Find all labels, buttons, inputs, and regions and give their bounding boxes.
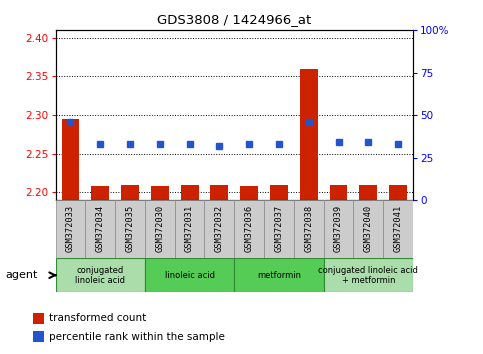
Bar bbox=[240, 186, 258, 200]
Text: conjugated
linoleic acid: conjugated linoleic acid bbox=[75, 266, 125, 285]
Text: GSM372041: GSM372041 bbox=[394, 205, 402, 252]
Bar bbox=[329, 185, 347, 200]
Text: GSM372032: GSM372032 bbox=[215, 205, 224, 252]
Text: GSM372033: GSM372033 bbox=[66, 205, 75, 252]
Text: GSM372038: GSM372038 bbox=[304, 205, 313, 252]
Bar bbox=[115, 200, 145, 258]
Text: GSM372034: GSM372034 bbox=[96, 205, 105, 252]
Text: metformin: metformin bbox=[257, 271, 301, 280]
Bar bbox=[211, 185, 228, 200]
Text: percentile rank within the sample: percentile rank within the sample bbox=[49, 332, 225, 342]
Bar bbox=[61, 119, 79, 200]
Bar bbox=[264, 200, 294, 258]
Bar bbox=[324, 258, 413, 292]
Bar bbox=[33, 313, 44, 324]
Title: GDS3808 / 1424966_at: GDS3808 / 1424966_at bbox=[157, 13, 312, 26]
Bar bbox=[91, 186, 109, 200]
Text: conjugated linoleic acid
+ metformin: conjugated linoleic acid + metformin bbox=[318, 266, 418, 285]
Bar bbox=[151, 186, 169, 200]
Bar bbox=[175, 200, 204, 258]
Bar bbox=[85, 200, 115, 258]
Text: GSM372030: GSM372030 bbox=[156, 205, 164, 252]
Bar bbox=[294, 200, 324, 258]
Bar bbox=[270, 184, 288, 200]
Bar bbox=[33, 331, 44, 342]
Bar bbox=[181, 185, 199, 200]
Bar bbox=[383, 200, 413, 258]
Bar bbox=[300, 69, 318, 200]
Bar bbox=[121, 184, 139, 200]
Text: GSM372035: GSM372035 bbox=[126, 205, 134, 252]
Text: linoleic acid: linoleic acid bbox=[165, 271, 214, 280]
Bar bbox=[145, 200, 175, 258]
Text: transformed count: transformed count bbox=[49, 313, 146, 323]
Bar bbox=[324, 200, 354, 258]
Bar bbox=[359, 184, 377, 200]
Bar bbox=[234, 200, 264, 258]
Text: agent: agent bbox=[6, 270, 38, 280]
Text: GSM372039: GSM372039 bbox=[334, 205, 343, 252]
Bar bbox=[389, 185, 407, 200]
Bar bbox=[354, 200, 383, 258]
Text: GSM372031: GSM372031 bbox=[185, 205, 194, 252]
Text: GSM372037: GSM372037 bbox=[274, 205, 284, 252]
Bar bbox=[204, 200, 234, 258]
Text: GSM372036: GSM372036 bbox=[245, 205, 254, 252]
Text: GSM372040: GSM372040 bbox=[364, 205, 373, 252]
Bar bbox=[234, 258, 324, 292]
Bar bbox=[56, 258, 145, 292]
Bar bbox=[145, 258, 234, 292]
Bar bbox=[56, 200, 85, 258]
